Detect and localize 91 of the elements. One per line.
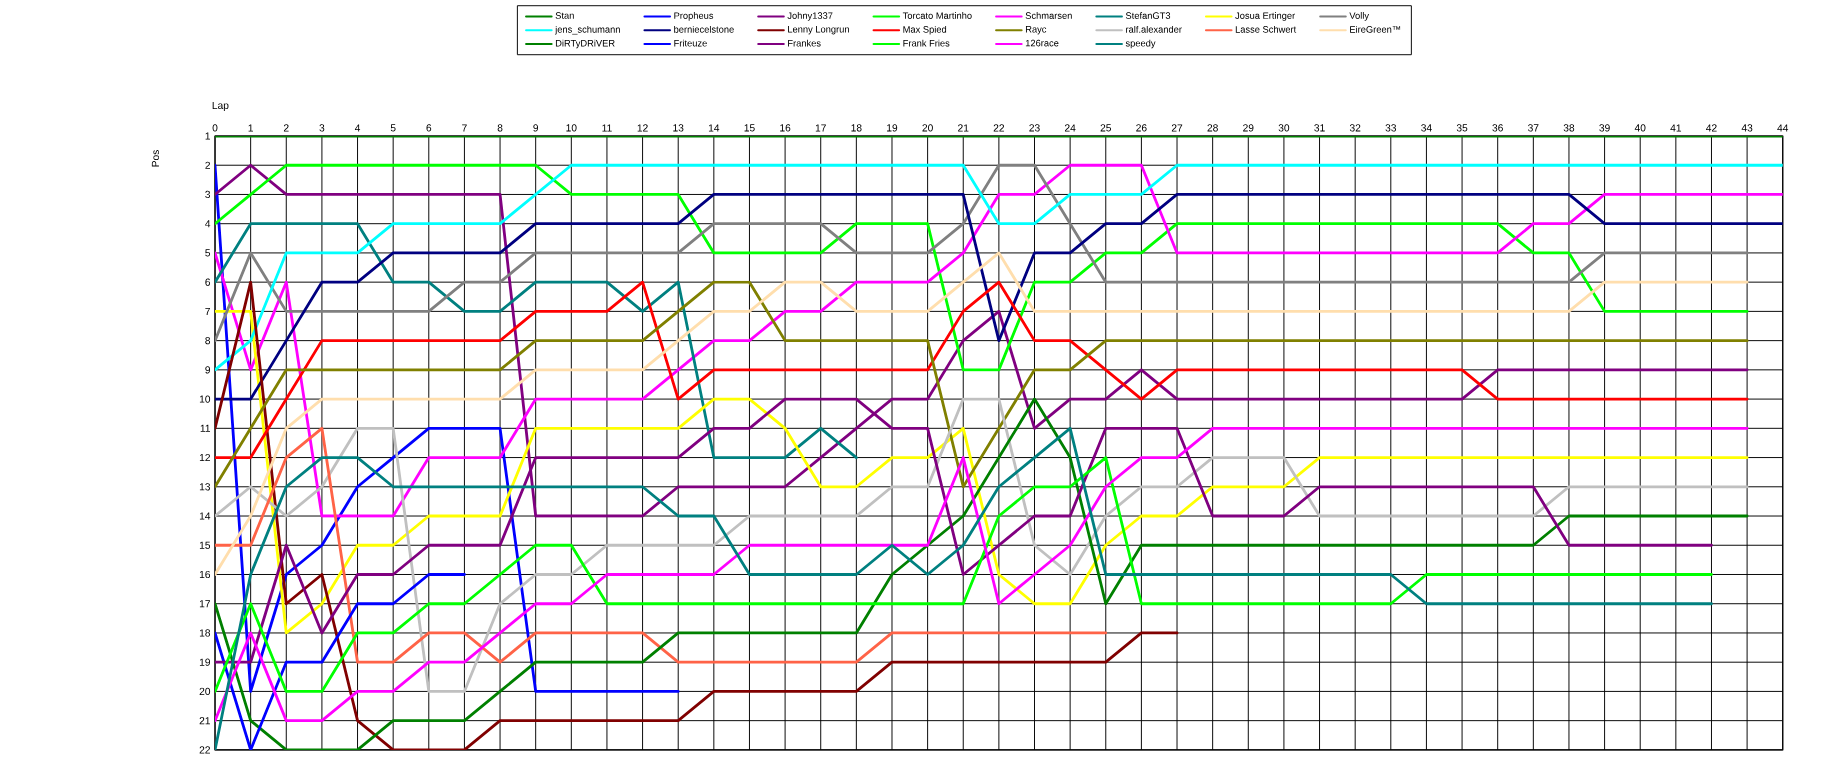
- x-tick-label: 41: [1670, 124, 1682, 132]
- y-tick-label: 7: [205, 307, 210, 315]
- x-tick-label: 10: [566, 124, 577, 132]
- y-tick-label: 11: [200, 424, 211, 432]
- x-tick-label: 23: [1029, 124, 1040, 132]
- x-tick-label: 38: [1563, 124, 1575, 132]
- x-tick-label: 19: [887, 124, 898, 132]
- x-tick-label: 12: [637, 124, 648, 132]
- x-tick-label: 17: [815, 124, 826, 132]
- x-tick-label: 1: [248, 124, 253, 132]
- x-axis-title: Lap: [212, 101, 229, 111]
- legend-label: Johny1337: [787, 11, 833, 21]
- legend-label: Frank Fries: [903, 39, 950, 47]
- x-tick-label: 42: [1706, 124, 1717, 132]
- y-tick-label: 20: [199, 687, 211, 695]
- x-tick-label: 2: [283, 124, 289, 132]
- x-tick-label: 8: [497, 124, 503, 132]
- legend-label: Friteuze: [674, 39, 707, 47]
- x-tick-label: 26: [1136, 124, 1147, 132]
- legend-label: Torcato Martinho: [902, 11, 972, 19]
- y-axis-title: Pos: [151, 149, 160, 167]
- x-tick-label: 29: [1243, 124, 1254, 132]
- y-tick-label: 12: [199, 453, 210, 461]
- y-tick-label: 15: [199, 541, 211, 549]
- y-tick-label: 14: [199, 512, 211, 520]
- x-tick-label: 22: [993, 124, 1005, 132]
- legend-label: Josua Ertinger: [1235, 11, 1296, 21]
- legend-label: StefanGT3: [1125, 11, 1171, 19]
- y-tick-label: 22: [199, 746, 210, 754]
- x-tick-label: 28: [1207, 124, 1218, 132]
- x-tick-label: 18: [851, 124, 862, 132]
- x-tick-label: 15: [744, 124, 755, 132]
- legend-label: 126race: [1025, 39, 1059, 47]
- x-tick-label: 32: [1349, 124, 1361, 132]
- x-tick-label: 37: [1528, 124, 1539, 132]
- x-tick-label: 24: [1064, 124, 1076, 132]
- y-tick-label: 18: [199, 629, 211, 637]
- x-tick-label: 11: [602, 124, 612, 132]
- y-tick-label: 13: [199, 482, 211, 491]
- legend-label: jens_schumann: [554, 25, 620, 35]
- y-tick-label: 21: [199, 716, 211, 724]
- x-tick-label: 20: [922, 124, 933, 132]
- y-tick-label: 16: [199, 570, 211, 578]
- x-tick-label: 25: [1100, 124, 1112, 132]
- y-tick-label: 8: [205, 336, 211, 345]
- legend-label: ralf.alexander: [1126, 25, 1182, 33]
- x-tick-label: 7: [462, 124, 467, 132]
- y-tick-label: 19: [199, 658, 211, 666]
- x-tick-label: 31: [1314, 124, 1325, 132]
- legend-label: Lasse Schwert: [1235, 25, 1297, 33]
- x-tick-label: 33: [1385, 124, 1397, 132]
- legend-label: Lenny Longrun: [788, 25, 849, 35]
- x-tick-label: 40: [1634, 124, 1646, 132]
- legend-label: Volly: [1349, 11, 1370, 21]
- legend-label: Rayc: [1025, 25, 1047, 35]
- legend-label: Schmarsen: [1025, 11, 1072, 19]
- legend-label: Propheus: [674, 11, 714, 21]
- x-tick-label: 35: [1456, 124, 1468, 132]
- y-tick-label: 10: [199, 395, 211, 403]
- x-tick-label: 44: [1777, 124, 1789, 132]
- x-tick-label: 6: [426, 124, 432, 132]
- y-tick-label: 6: [205, 278, 211, 286]
- legend-label: speedy: [1125, 39, 1156, 49]
- x-tick-label: 30: [1278, 124, 1290, 132]
- legend-label: berniecelstone: [674, 25, 734, 33]
- x-tick-label: 13: [673, 124, 684, 132]
- y-tick-label: 17: [199, 599, 210, 607]
- y-tick-label: 5: [205, 249, 211, 257]
- x-tick-label: 16: [780, 124, 791, 132]
- legend-label: EireGreen™: [1350, 25, 1401, 33]
- y-tick-label: 1: [205, 132, 211, 140]
- x-tick-label: 36: [1492, 124, 1503, 132]
- legend-label: Stan: [555, 11, 574, 19]
- x-tick-label: 21: [958, 124, 969, 132]
- y-tick-label: 9: [205, 366, 211, 374]
- legend-label: Max Spied: [903, 25, 947, 35]
- x-tick-label: 9: [533, 124, 539, 132]
- y-tick-label: 2: [205, 161, 210, 169]
- x-tick-label: 5: [390, 124, 396, 132]
- x-tick-label: 39: [1599, 124, 1610, 132]
- x-tick-label: 3: [319, 124, 325, 132]
- y-tick-label: 4: [205, 219, 211, 227]
- x-tick-label: 43: [1741, 124, 1753, 132]
- x-tick-label: 34: [1421, 124, 1432, 132]
- legend-label: Frankes: [788, 39, 821, 47]
- x-tick-label: 27: [1171, 124, 1183, 132]
- x-tick-label: 0: [212, 124, 218, 132]
- y-tick-label: 3: [205, 190, 211, 198]
- x-tick-label: 14: [708, 124, 720, 132]
- legend-label: DiRTyDRiVER: [555, 39, 615, 49]
- x-tick-label: 4: [354, 124, 361, 132]
